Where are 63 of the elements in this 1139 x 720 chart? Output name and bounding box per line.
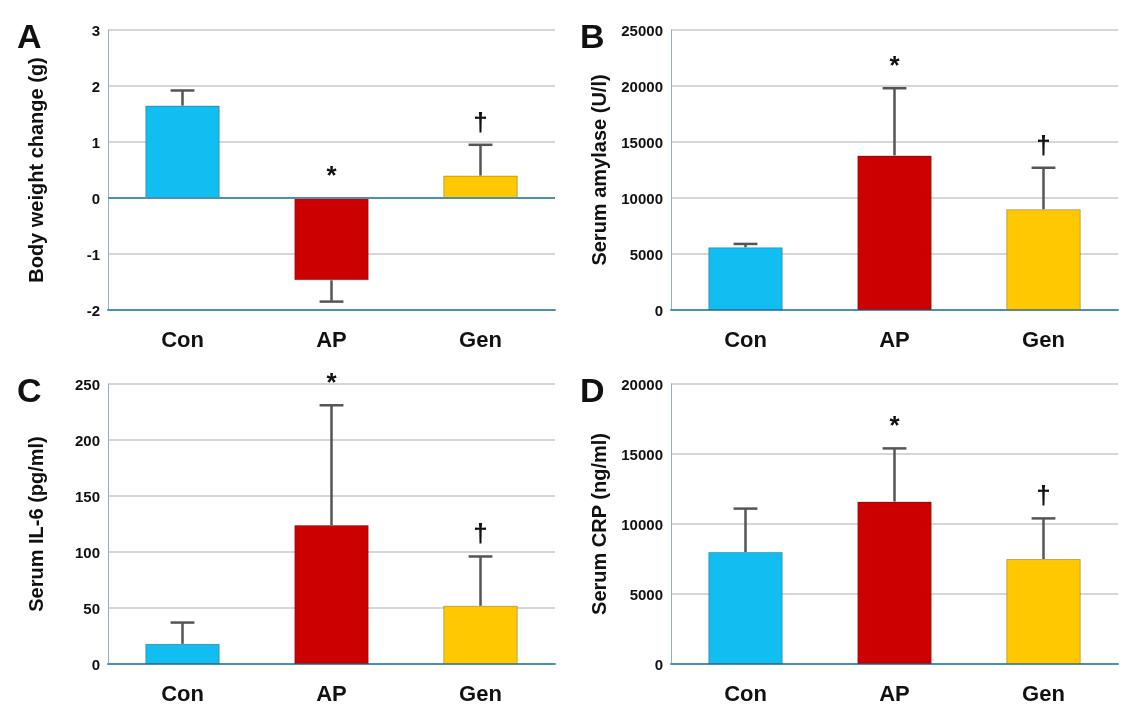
y-tick-label: 25000 <box>621 21 663 39</box>
y-tick-label: 3 <box>91 21 100 39</box>
x-tick-label: Con <box>161 326 204 352</box>
y-tick-label: 15000 <box>621 133 663 151</box>
y-tick-label: 20000 <box>621 375 663 393</box>
bar <box>857 501 932 664</box>
x-tick-label: AP <box>879 326 910 352</box>
x-tick-label: Con <box>724 326 767 352</box>
annotation: † <box>473 518 488 549</box>
bar <box>145 105 220 198</box>
annotation: † <box>473 106 488 137</box>
y-tick-label: 250 <box>74 375 100 393</box>
chart-title: B <box>580 17 605 55</box>
bar <box>145 643 220 664</box>
chart-title: C <box>17 371 42 409</box>
bar <box>294 525 369 664</box>
y-tick-label: 10000 <box>621 515 663 533</box>
y-tick-label: 0 <box>91 189 100 207</box>
bar <box>443 175 518 198</box>
annotation: * <box>889 410 901 441</box>
y-tick-label: 50 <box>83 599 100 617</box>
y-tick-label: 100 <box>74 543 100 561</box>
bar <box>443 605 518 664</box>
y-tick-label: 10000 <box>621 189 663 207</box>
bar <box>708 552 783 664</box>
y-tick-label: 15000 <box>621 445 663 463</box>
bar <box>708 247 783 310</box>
bar <box>294 198 369 281</box>
annotation: † <box>1036 480 1051 511</box>
y-axis-title: Serum IL-6 (pg/ml) <box>25 436 47 612</box>
y-tick-label: 0 <box>654 655 663 673</box>
y-axis-title: Body weight change (g) <box>25 57 47 283</box>
y-tick-label: 5000 <box>629 585 663 603</box>
x-tick-label: Gen <box>459 326 502 352</box>
x-tick-label: AP <box>879 680 910 706</box>
x-tick-label: Con <box>724 680 767 706</box>
x-tick-label: Gen <box>459 680 502 706</box>
y-tick-label: 200 <box>74 431 100 449</box>
y-tick-label: 0 <box>91 655 100 673</box>
annotation: * <box>889 50 901 81</box>
y-tick-label: 0 <box>654 301 663 319</box>
annotation: † <box>1036 129 1051 160</box>
annotation: * <box>326 367 338 398</box>
x-tick-label: AP <box>316 680 347 706</box>
y-tick-label: 1 <box>91 133 100 151</box>
y-axis-title: Serum CRP (ng/ml) <box>588 433 610 615</box>
y-tick-label: 150 <box>74 487 100 505</box>
y-tick-label: -1 <box>86 245 100 263</box>
y-axis-title: Serum amylase (U/l) <box>588 74 610 266</box>
y-tick-label: 20000 <box>621 77 663 95</box>
x-tick-label: Con <box>161 680 204 706</box>
bar <box>1006 559 1081 664</box>
y-tick-label: 2 <box>91 77 100 95</box>
y-tick-label: 5000 <box>629 245 663 263</box>
chart-title: A <box>17 17 42 55</box>
x-tick-label: Gen <box>1022 680 1065 706</box>
x-tick-label: Gen <box>1022 326 1065 352</box>
x-tick-label: AP <box>316 326 347 352</box>
chart-title: D <box>580 371 605 409</box>
annotation: * <box>326 160 338 190</box>
y-tick-label: -2 <box>86 301 100 319</box>
bar <box>1006 209 1081 310</box>
bar <box>857 155 932 310</box>
